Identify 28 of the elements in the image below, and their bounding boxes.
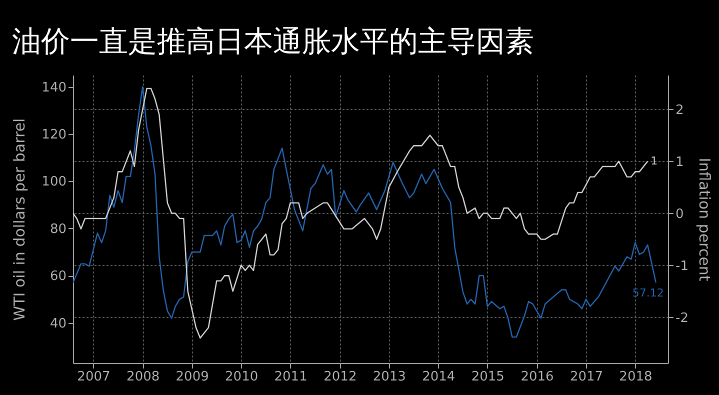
y-tick-label: 140 bbox=[42, 80, 66, 96]
y2-axis-title: Inflation percent bbox=[695, 158, 714, 282]
y-tick-label: 40 bbox=[50, 316, 66, 332]
y-axis-title: WTI oil in dollars per barrel bbox=[10, 118, 29, 321]
x-tick-label: 2008 bbox=[126, 370, 160, 384]
x-tick-label: 2009 bbox=[176, 370, 209, 384]
y-tick-label: 100 bbox=[42, 174, 66, 190]
x-tick-label: 2013 bbox=[372, 370, 406, 384]
y2-tick-label: 0 bbox=[676, 206, 684, 222]
x-tick-label: 2011 bbox=[274, 370, 308, 384]
x-tick-label: 2007 bbox=[77, 370, 110, 384]
x-tick-label: 2017 bbox=[570, 370, 604, 384]
x-tick-label: 2014 bbox=[422, 370, 456, 384]
y2-tick-label: 1 bbox=[676, 154, 684, 170]
x-tick-label: 2018 bbox=[619, 370, 652, 384]
data-label: 1 bbox=[650, 154, 658, 168]
y-tick-label: 120 bbox=[42, 128, 66, 143]
x-tick-label: 2015 bbox=[471, 370, 504, 384]
y-tick-label: 60 bbox=[50, 269, 66, 284]
y2-tick-label: -2 bbox=[676, 310, 688, 326]
y-tick-label: 80 bbox=[50, 222, 66, 237]
x-tick-label: 2010 bbox=[225, 370, 258, 384]
chart-title: 油价一直是推高日本通胀水平的主导因素 bbox=[12, 24, 534, 58]
x-tick-label: 2012 bbox=[324, 370, 357, 384]
data-label: 57.12 bbox=[632, 286, 664, 300]
y2-tick-label: 2 bbox=[676, 102, 684, 118]
x-tick-label: 2016 bbox=[520, 370, 554, 384]
y2-tick-label: -1 bbox=[676, 258, 688, 274]
